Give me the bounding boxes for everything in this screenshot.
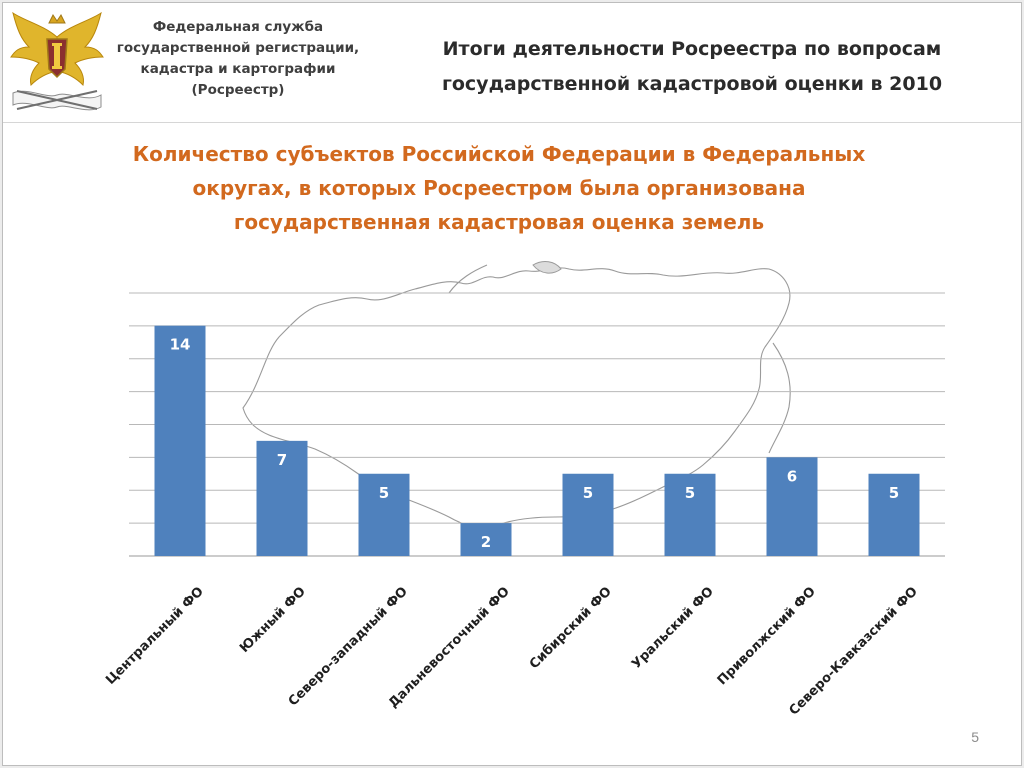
bar — [256, 440, 308, 556]
category-label: Южный ФО — [237, 584, 309, 656]
data-labels: 14 7 5 2 5 5 6 5 — [170, 336, 900, 551]
bar — [868, 473, 920, 556]
slide-title-line: Итоги деятельности Росреестра по вопроса… — [442, 38, 942, 60]
category-label: Центральный ФО — [103, 584, 207, 688]
bar — [154, 325, 206, 556]
data-label: 5 — [889, 484, 899, 502]
organization-name: Федеральная служба государственной регис… — [107, 17, 369, 101]
chart-title: Количество субъектов Российской Федераци… — [59, 137, 939, 239]
page-number: 5 — [971, 729, 979, 745]
bar — [562, 473, 614, 556]
russia-map-outline-icon — [242, 267, 791, 528]
header: Федеральная служба государственной регис… — [3, 3, 1021, 123]
bar — [664, 473, 716, 556]
chart-title-line: Количество субъектов Российской Федераци… — [132, 142, 866, 166]
organization-name-line: (Росреестр) — [191, 82, 285, 98]
kamchatka-outline-icon — [768, 342, 791, 454]
gridlines — [129, 292, 945, 557]
data-label: 14 — [170, 336, 191, 354]
organization-name-line: государственной регистрации, — [116, 40, 360, 56]
arctic-islands-outline-icon — [532, 261, 562, 274]
category-label: Дальневосточный ФО — [386, 584, 513, 711]
slide-title: Итоги деятельности Росреестра по вопроса… — [407, 32, 977, 102]
category-label: Уральский ФО — [629, 584, 717, 672]
bar — [460, 523, 512, 556]
data-label: 2 — [481, 533, 491, 551]
slide-title-line: государственной кадастровой оценки в 201… — [441, 73, 943, 95]
category-label: Приволжский ФО — [715, 584, 819, 688]
category-label: Сибирский ФО — [527, 584, 615, 672]
bar-chart: 14 7 5 2 5 5 6 5 Центральный ФО Южный ФОСеверо-з… — [103, 261, 945, 719]
chart-title-line: округах, в которых Росреестром была орга… — [192, 176, 806, 200]
data-label: 7 — [277, 451, 287, 469]
bar — [766, 457, 818, 556]
novaya-zemlya-outline-icon — [448, 264, 488, 294]
header-divider — [3, 122, 1021, 123]
category-label: Северо-западный ФО — [286, 584, 411, 709]
chart-title-line: государственная кадастровая оценка земел… — [233, 210, 765, 234]
organization-name-line: Федеральная служба — [152, 19, 324, 35]
data-label: 5 — [583, 484, 593, 502]
bar — [358, 473, 410, 556]
bars — [154, 325, 920, 556]
data-label: 6 — [787, 467, 797, 485]
data-label: 5 — [685, 484, 695, 502]
organization-name-line: кадастра и картографии — [140, 61, 336, 77]
double-headed-eagle-emblem-icon — [10, 11, 104, 111]
data-label: 5 — [379, 484, 389, 502]
